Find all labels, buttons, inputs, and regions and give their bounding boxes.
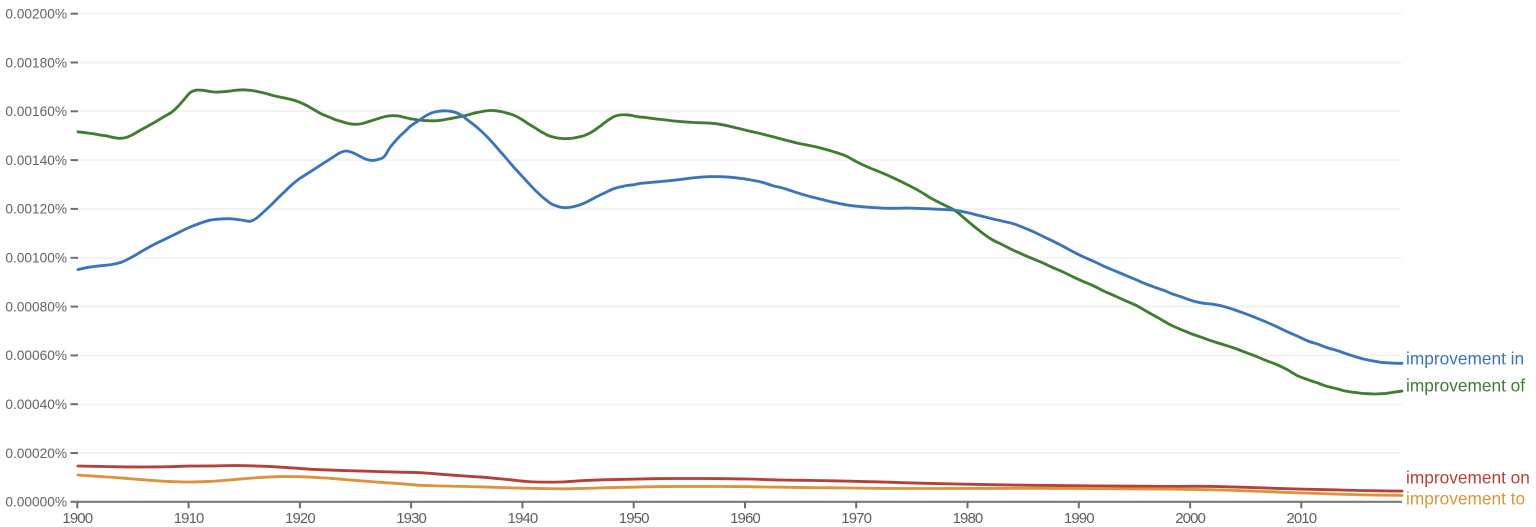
svg-text:1900: 1900 <box>62 510 92 527</box>
svg-text:0.00180%: 0.00180% <box>5 55 67 70</box>
svg-text:improvement on: improvement on <box>1406 467 1530 487</box>
svg-text:1970: 1970 <box>841 510 871 527</box>
svg-text:1940: 1940 <box>508 510 538 527</box>
svg-text:1960: 1960 <box>730 510 760 527</box>
svg-text:0.00160%: 0.00160% <box>5 104 67 119</box>
svg-text:1930: 1930 <box>396 510 426 527</box>
svg-text:2000: 2000 <box>1175 510 1205 527</box>
svg-text:0.00080%: 0.00080% <box>5 299 67 314</box>
svg-text:2010: 2010 <box>1286 510 1316 527</box>
svg-text:improvement to: improvement to <box>1406 489 1525 509</box>
svg-text:1950: 1950 <box>619 510 649 527</box>
svg-text:0.00060%: 0.00060% <box>5 348 67 363</box>
svg-text:0.00140%: 0.00140% <box>5 153 67 168</box>
svg-text:improvement in: improvement in <box>1406 348 1524 368</box>
svg-text:1910: 1910 <box>174 510 204 527</box>
svg-text:1990: 1990 <box>1064 510 1094 527</box>
svg-text:0.00200%: 0.00200% <box>5 7 67 22</box>
svg-text:1920: 1920 <box>285 510 315 527</box>
svg-text:improvement of: improvement of <box>1406 375 1525 395</box>
svg-text:0.00000%: 0.00000% <box>5 495 67 510</box>
svg-text:0.00100%: 0.00100% <box>5 251 67 266</box>
svg-text:0.00040%: 0.00040% <box>5 397 67 412</box>
svg-text:1980: 1980 <box>953 510 983 527</box>
svg-text:0.00120%: 0.00120% <box>5 202 67 217</box>
svg-text:0.00020%: 0.00020% <box>5 446 67 461</box>
